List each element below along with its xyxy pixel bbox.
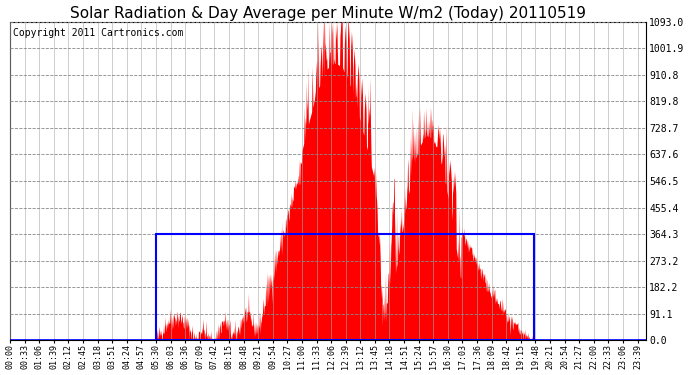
- Title: Solar Radiation & Day Average per Minute W/m2 (Today) 20110519: Solar Radiation & Day Average per Minute…: [70, 6, 586, 21]
- Text: Copyright 2011 Cartronics.com: Copyright 2011 Cartronics.com: [13, 28, 184, 38]
- Bar: [156, 234, 534, 340]
